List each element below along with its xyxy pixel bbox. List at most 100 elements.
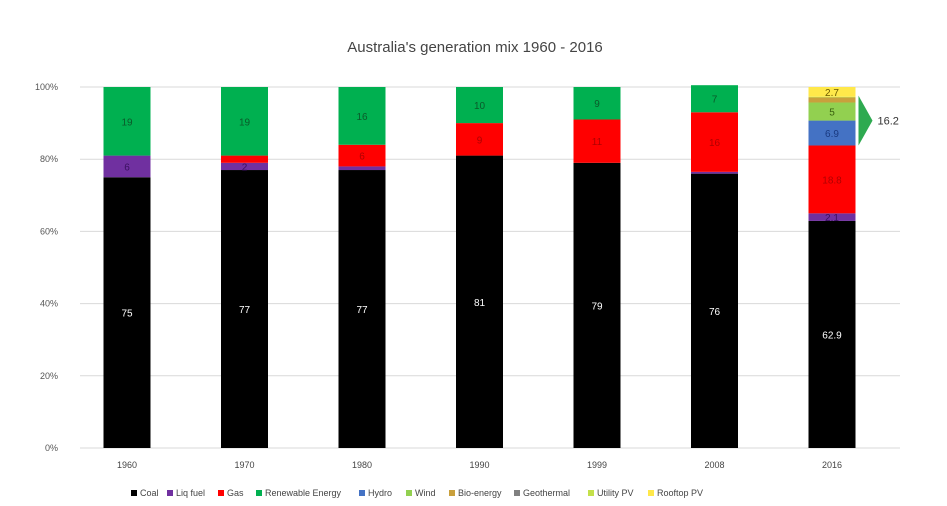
data-label: 10: [474, 101, 486, 112]
data-label: 79: [591, 301, 603, 312]
legend-swatch: [449, 490, 455, 496]
data-label: 77: [356, 305, 368, 316]
data-label: 9: [477, 135, 483, 146]
data-label: 2.7: [825, 88, 839, 99]
legend-label: Geothermal: [523, 488, 570, 498]
legend-item: Hydro: [359, 488, 392, 498]
legend-item: Bio-energy: [449, 488, 502, 498]
data-label: 77: [239, 305, 251, 316]
legend-label: Utility PV: [597, 488, 634, 498]
data-label: 75: [121, 309, 133, 320]
legend-item: Gas: [218, 488, 244, 498]
data-label: 2.1: [825, 213, 839, 224]
x-tick-label: 1990: [469, 460, 489, 470]
legend-label: Gas: [227, 488, 244, 498]
bar-segment-gas: [456, 123, 503, 156]
legend-label: Renewable Energy: [265, 488, 342, 498]
data-label: 81: [474, 298, 486, 309]
x-tick-label: 1960: [117, 460, 137, 470]
y-tick-label: 60%: [40, 226, 58, 236]
x-tick-label: 1980: [352, 460, 372, 470]
legend-swatch: [514, 490, 520, 496]
bar-segment-renewable-energy: [338, 87, 386, 145]
legend-swatch: [167, 490, 173, 496]
bar-segment-utility-pv: [808, 96, 856, 98]
legend-swatch: [359, 490, 365, 496]
legend-label: Hydro: [368, 488, 392, 498]
bar-segment-hydro: [808, 120, 856, 146]
data-label: 9: [594, 99, 600, 110]
data-label: 16: [356, 112, 368, 123]
legend-item: Renewable Energy: [256, 488, 342, 498]
data-label: 16: [709, 138, 721, 149]
bar-segment-coal: [808, 220, 856, 448]
legend-item: Coal: [131, 488, 159, 498]
y-tick-label: 0%: [45, 443, 58, 453]
data-label: 5: [829, 108, 835, 119]
annotation-label: 16.2: [878, 116, 899, 128]
bar-segment-coal: [691, 173, 738, 448]
bar-segment-liq-fuel: [691, 171, 738, 174]
bar-segment-gas: [221, 155, 268, 163]
x-tick-label: 2016: [822, 460, 842, 470]
data-label: 6.9: [825, 129, 839, 140]
x-tick-label: 2008: [704, 460, 724, 470]
bar-segment-coal: [221, 170, 268, 448]
data-label: 6: [124, 162, 130, 173]
bar-segment-coal: [456, 155, 503, 448]
data-label: 62.9: [822, 330, 842, 341]
legend-item: Utility PV: [588, 488, 634, 498]
bar-segment-wind: [808, 102, 856, 121]
y-tick-label: 100%: [35, 82, 58, 92]
legend-label: Bio-energy: [458, 488, 502, 498]
data-label: 7: [712, 95, 718, 106]
data-label: 19: [239, 117, 251, 128]
bar-segment-renewable-energy: [573, 87, 621, 120]
legend-item: Wind: [406, 488, 436, 498]
y-tick-label: 80%: [40, 154, 58, 164]
bar-segment-coal: [338, 170, 386, 448]
data-label: 11: [592, 137, 603, 148]
bar-segment-rooftop-pv: [808, 87, 856, 97]
y-tick-label: 40%: [40, 299, 58, 309]
legend-swatch: [648, 490, 654, 496]
data-label: 2: [242, 162, 248, 173]
data-label: 76: [709, 307, 721, 318]
x-tick-label: 1970: [234, 460, 254, 470]
bar-segment-gas: [573, 119, 621, 163]
bar-segment-renewable-energy: [456, 87, 503, 124]
y-tick-label: 20%: [40, 371, 58, 381]
legend-swatch: [588, 490, 594, 496]
bar-segment-liq-fuel: [221, 162, 268, 171]
data-label: 18.8: [822, 175, 842, 186]
legend-item: Geothermal: [514, 488, 570, 498]
bar-segment-liq-fuel: [338, 166, 386, 171]
bar-segment-bio-energy: [808, 97, 856, 103]
chart-title: Australia's generation mix 1960 - 2016: [347, 39, 603, 56]
bar-segment-renewable-energy: [691, 85, 738, 113]
data-label: 6: [359, 152, 365, 163]
legend-item: Rooftop PV: [648, 488, 703, 498]
data-label: 19: [121, 117, 133, 128]
legend-swatch: [131, 490, 137, 496]
bar-segment-renewable-energy: [221, 87, 268, 156]
bar-segment-liq-fuel: [103, 155, 151, 178]
bar-segment-liq-fuel: [808, 213, 856, 221]
bar-segment-gas: [338, 144, 386, 167]
legend-label: Liq fuel: [176, 488, 205, 498]
legend-swatch: [218, 490, 224, 496]
legend-swatch: [256, 490, 262, 496]
legend-swatch: [406, 490, 412, 496]
legend-item: Liq fuel: [167, 488, 205, 498]
bar-segment-coal: [573, 162, 621, 448]
legend-label: Wind: [415, 488, 436, 498]
bar-segment-gas: [691, 112, 738, 172]
renewables-bracket-arrow: [858, 95, 873, 146]
legend-label: Coal: [140, 488, 159, 498]
bar-segment-coal: [103, 177, 151, 448]
legend-label: Rooftop PV: [657, 488, 703, 498]
bar-segment-gas: [808, 145, 856, 214]
x-tick-label: 1999: [587, 460, 607, 470]
